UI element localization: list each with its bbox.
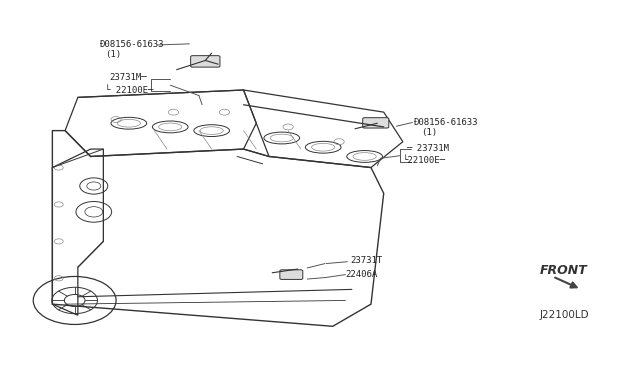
Text: (1): (1) (420, 128, 437, 137)
Text: ─ 23731M: ─ 23731M (406, 144, 449, 153)
Text: 22406A: 22406A (346, 270, 378, 279)
FancyBboxPatch shape (280, 270, 303, 279)
Text: J22100LD: J22100LD (540, 310, 589, 320)
Text: 23731M─: 23731M─ (109, 73, 147, 82)
Text: Ð08156-61633: Ð08156-61633 (414, 118, 479, 127)
Text: 23731T: 23731T (351, 256, 383, 266)
FancyBboxPatch shape (191, 56, 220, 67)
Text: (1): (1) (105, 51, 122, 60)
Text: └22100E─: └22100E─ (402, 156, 445, 166)
FancyBboxPatch shape (363, 118, 389, 128)
Text: FRONT: FRONT (540, 264, 588, 278)
Text: Ð08156-61633: Ð08156-61633 (100, 40, 164, 49)
Text: └ 22100E─: └ 22100E─ (105, 86, 154, 95)
